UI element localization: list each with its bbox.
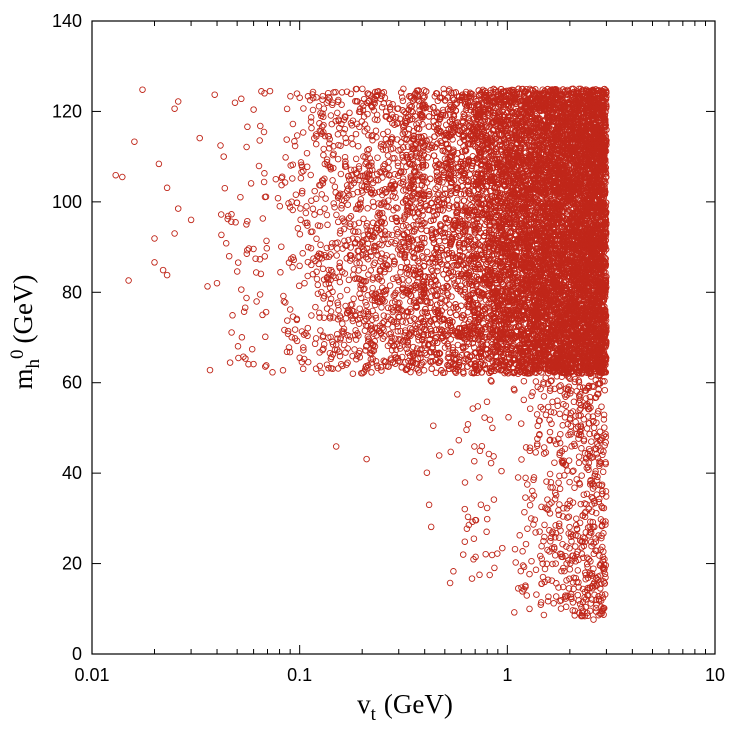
data-point bbox=[434, 281, 442, 289]
data-point bbox=[437, 287, 444, 295]
data-point bbox=[444, 291, 452, 298]
data-point bbox=[455, 164, 462, 171]
data-point bbox=[421, 235, 428, 242]
data-point bbox=[433, 320, 441, 328]
data-point bbox=[432, 369, 440, 377]
data-point bbox=[456, 139, 464, 146]
data-point bbox=[450, 203, 457, 211]
data-point bbox=[438, 139, 445, 146]
data-point bbox=[428, 227, 435, 234]
data-point bbox=[457, 286, 464, 293]
data-point bbox=[534, 245, 542, 252]
data-point bbox=[460, 357, 467, 365]
data-point bbox=[410, 222, 417, 229]
data-point bbox=[434, 191, 441, 199]
data-point bbox=[474, 215, 481, 223]
data-point bbox=[425, 188, 433, 195]
data-point bbox=[441, 330, 448, 338]
data-point bbox=[464, 333, 472, 341]
data-point bbox=[426, 357, 434, 365]
data-point bbox=[442, 304, 449, 311]
data-point bbox=[452, 369, 460, 376]
points-layer bbox=[112, 85, 610, 623]
data-point bbox=[450, 276, 457, 283]
data-point bbox=[427, 281, 435, 288]
data-point bbox=[454, 196, 461, 204]
data-point bbox=[419, 121, 426, 128]
data-point bbox=[423, 248, 431, 256]
data-point bbox=[435, 190, 443, 197]
data-point bbox=[447, 336, 454, 343]
data-point bbox=[422, 201, 429, 208]
data-point bbox=[439, 288, 447, 295]
data-point bbox=[436, 237, 443, 245]
data-point bbox=[448, 293, 455, 300]
data-point bbox=[428, 266, 435, 273]
